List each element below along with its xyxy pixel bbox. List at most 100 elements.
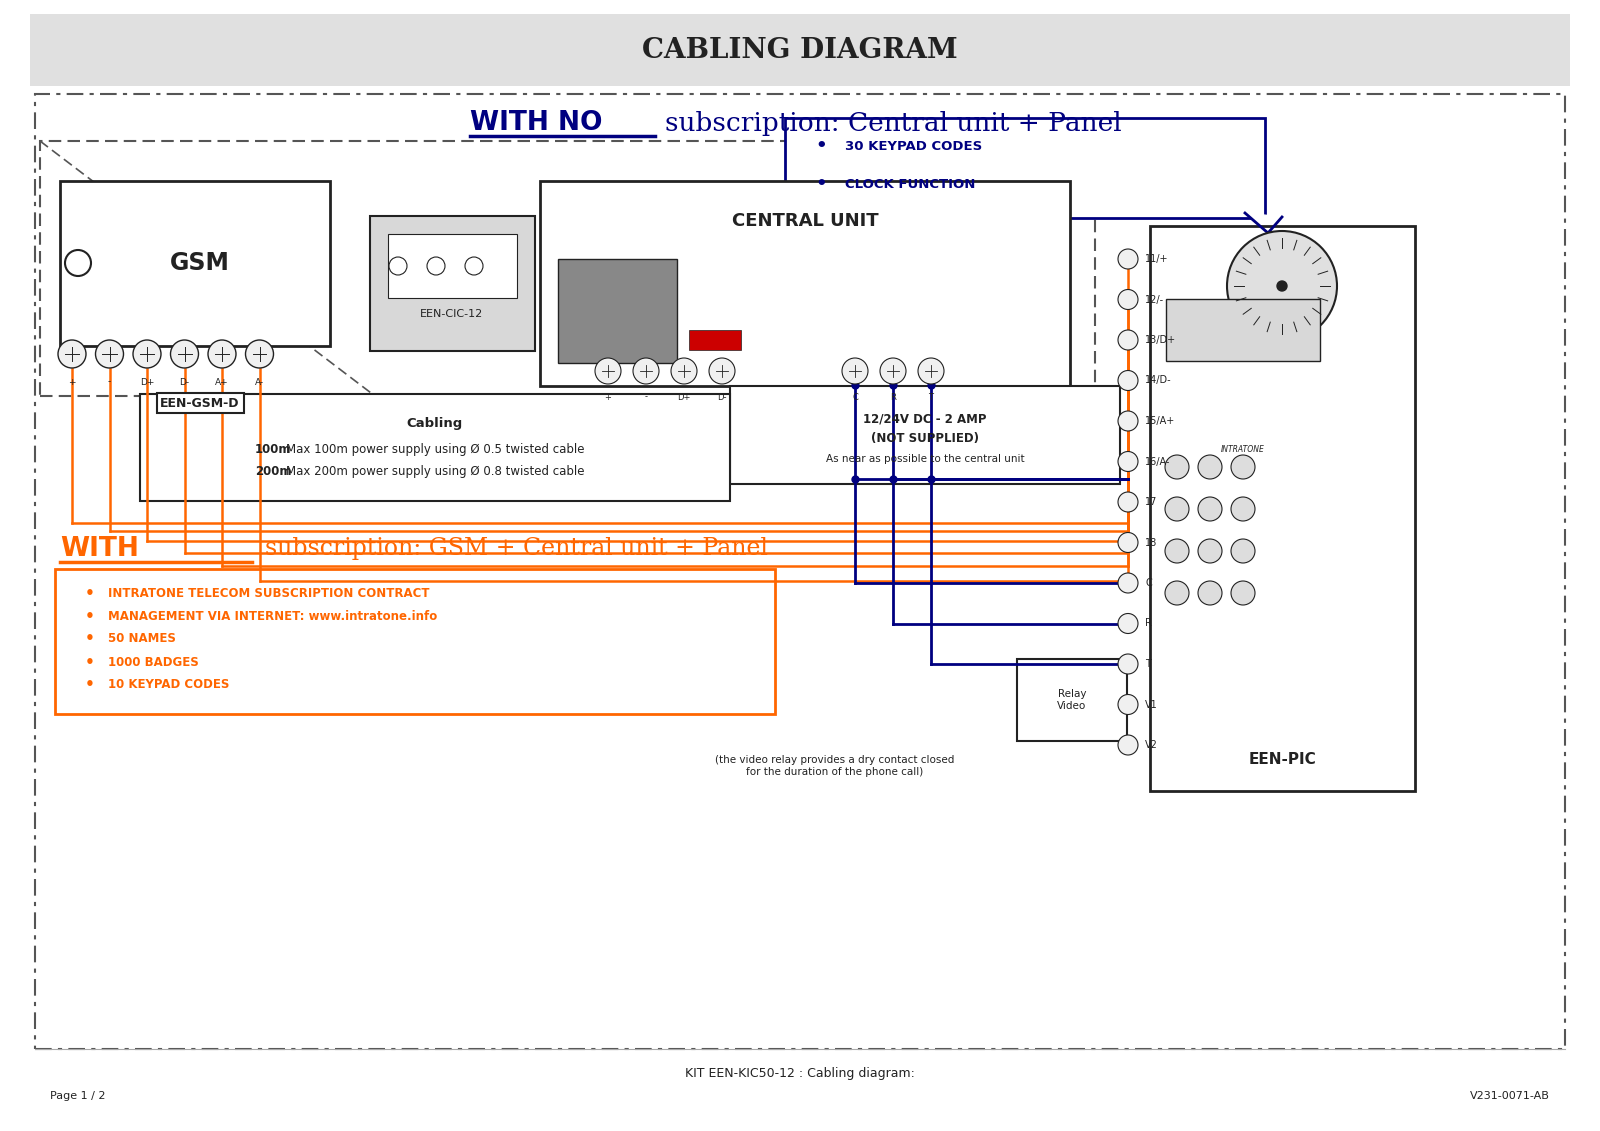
Text: C: C (853, 392, 858, 402)
FancyBboxPatch shape (54, 569, 774, 714)
Polygon shape (1245, 213, 1282, 233)
Circle shape (1118, 533, 1138, 553)
Text: MANAGEMENT VIA INTERNET: www.intratone.info: MANAGEMENT VIA INTERNET: www.intratone.i… (109, 610, 437, 622)
Circle shape (1118, 290, 1138, 310)
Text: WITH: WITH (61, 536, 139, 562)
Text: 16/A-: 16/A- (1146, 457, 1170, 466)
FancyBboxPatch shape (387, 234, 517, 297)
Text: A+: A+ (214, 378, 229, 387)
FancyBboxPatch shape (541, 181, 1070, 386)
Text: 1000 BADGES: 1000 BADGES (109, 656, 198, 668)
Circle shape (1198, 497, 1222, 521)
Text: subscription: Central unit + Panel: subscription: Central unit + Panel (666, 111, 1122, 136)
Text: Cabling: Cabling (406, 416, 462, 430)
Text: CLOCK FUNCTION: CLOCK FUNCTION (845, 178, 976, 190)
Circle shape (1118, 451, 1138, 472)
Circle shape (1118, 492, 1138, 512)
FancyBboxPatch shape (730, 386, 1120, 484)
FancyBboxPatch shape (1166, 299, 1320, 361)
Text: GSM: GSM (170, 251, 230, 275)
Text: A-: A- (254, 378, 264, 387)
Text: •: • (85, 586, 94, 601)
Circle shape (427, 257, 445, 275)
Text: V1: V1 (1146, 699, 1158, 709)
FancyBboxPatch shape (141, 394, 730, 501)
Circle shape (1227, 231, 1338, 342)
Circle shape (918, 359, 944, 385)
Circle shape (880, 359, 906, 385)
Circle shape (1118, 371, 1138, 390)
Text: T: T (1146, 659, 1150, 670)
Circle shape (1198, 455, 1222, 480)
Circle shape (1118, 654, 1138, 674)
Text: 17: 17 (1146, 497, 1157, 507)
Circle shape (1165, 497, 1189, 521)
Text: +: + (605, 392, 611, 402)
Circle shape (709, 359, 734, 385)
Circle shape (1230, 455, 1254, 480)
Text: CABLING DIAGRAM: CABLING DIAGRAM (642, 36, 958, 63)
Text: •: • (85, 655, 94, 670)
FancyBboxPatch shape (370, 216, 534, 351)
Text: EEN-GSM-D: EEN-GSM-D (160, 397, 240, 409)
Text: EEN-PIC: EEN-PIC (1248, 751, 1315, 767)
Text: -: - (107, 378, 110, 387)
Text: 18: 18 (1146, 537, 1157, 547)
FancyBboxPatch shape (690, 330, 741, 349)
Text: D+: D+ (677, 392, 691, 402)
Circle shape (1165, 539, 1189, 563)
FancyBboxPatch shape (1018, 659, 1126, 741)
Circle shape (1118, 613, 1138, 633)
Text: T: T (928, 392, 933, 402)
Text: (NOT SUPPLIED): (NOT SUPPLIED) (870, 432, 979, 444)
Text: -: - (645, 392, 648, 402)
Text: D-: D- (179, 378, 189, 387)
Circle shape (842, 359, 869, 385)
Text: WITH NO: WITH NO (470, 110, 603, 136)
Text: Relay
Video: Relay Video (1058, 689, 1086, 710)
Text: Max 100m power supply using Ø 0.5 twisted cable: Max 100m power supply using Ø 0.5 twiste… (286, 442, 584, 456)
Circle shape (245, 340, 274, 368)
Circle shape (1198, 539, 1222, 563)
Text: EEN-CIC-12: EEN-CIC-12 (421, 309, 483, 319)
Circle shape (634, 359, 659, 385)
FancyBboxPatch shape (786, 118, 1266, 218)
Text: C: C (1146, 578, 1152, 588)
Circle shape (1198, 581, 1222, 605)
Text: 13/D+: 13/D+ (1146, 335, 1176, 345)
Circle shape (96, 340, 123, 368)
Circle shape (1118, 735, 1138, 756)
Circle shape (1118, 249, 1138, 269)
Text: 30 KEYPAD CODES: 30 KEYPAD CODES (845, 139, 982, 153)
Circle shape (133, 340, 162, 368)
Text: •: • (85, 677, 94, 692)
Text: Page 1 / 2: Page 1 / 2 (50, 1091, 106, 1100)
Text: +: + (69, 378, 75, 387)
Circle shape (670, 359, 698, 385)
Circle shape (1118, 330, 1138, 349)
Text: (the video relay provides a dry contact closed
for the duration of the phone cal: (the video relay provides a dry contact … (715, 756, 955, 777)
Text: 14/D-: 14/D- (1146, 375, 1171, 386)
Circle shape (58, 340, 86, 368)
Text: INTRATONE TELECOM SUBSCRIPTION CONTRACT: INTRATONE TELECOM SUBSCRIPTION CONTRACT (109, 587, 429, 599)
Circle shape (1230, 581, 1254, 605)
Text: 200m: 200m (254, 465, 291, 477)
Text: 12/-: 12/- (1146, 294, 1165, 304)
Circle shape (1277, 280, 1286, 291)
Circle shape (1165, 455, 1189, 480)
FancyBboxPatch shape (1150, 226, 1414, 791)
Circle shape (466, 257, 483, 275)
Text: •: • (85, 608, 94, 623)
Text: V2: V2 (1146, 740, 1158, 750)
Text: 100m: 100m (254, 442, 291, 456)
Text: 50 NAMES: 50 NAMES (109, 632, 176, 646)
Text: 11/+: 11/+ (1146, 254, 1168, 264)
Text: R: R (890, 392, 896, 402)
Text: Max 200m power supply using Ø 0.8 twisted cable: Max 200m power supply using Ø 0.8 twiste… (286, 465, 584, 477)
Circle shape (1165, 581, 1189, 605)
FancyBboxPatch shape (30, 14, 1570, 86)
Circle shape (1230, 497, 1254, 521)
Circle shape (389, 257, 406, 275)
Text: As near as possible to the central unit: As near as possible to the central unit (826, 454, 1024, 464)
Text: 10 KEYPAD CODES: 10 KEYPAD CODES (109, 679, 229, 691)
